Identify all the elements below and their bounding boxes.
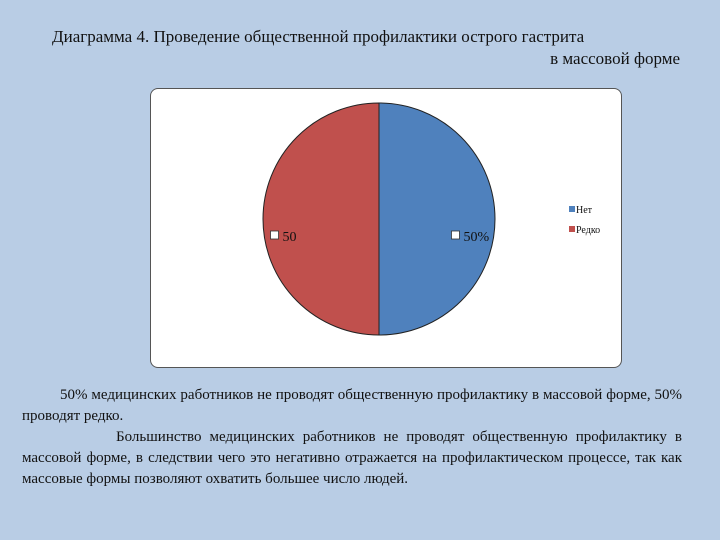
- legend-swatch-1: [569, 206, 575, 212]
- pie-chart: 50% 50 Нет Редко: [262, 102, 600, 336]
- data-label-text-1: 50%: [463, 230, 489, 245]
- legend-swatch-2: [569, 226, 575, 232]
- chart-area: 50% 50 Нет Редко: [150, 88, 622, 368]
- pie-slice-2: [262, 102, 380, 336]
- description-paragraph-2: Большинство медицинских работников не пр…: [22, 429, 682, 487]
- chart-title-line-2: в массовой форме: [550, 49, 680, 68]
- data-label-2: 50: [270, 230, 297, 245]
- legend-entry-2: Редко: [569, 225, 600, 236]
- legend-entry-1: Нет: [569, 205, 593, 216]
- chart-title-line-1: Диаграмма 4. Проведение общественной про…: [52, 27, 585, 46]
- description-paragraph-1: 50% медицинских работников не проводят о…: [22, 387, 682, 424]
- pie-slice-1: [378, 102, 496, 336]
- data-label-marker-2: [270, 230, 279, 240]
- chart-description: 50% медицинских работников не проводят о…: [22, 385, 682, 490]
- legend-label-2: Редко: [576, 225, 600, 236]
- chart-title: Диаграмма 4. Проведение общественной про…: [30, 26, 680, 70]
- data-label-marker-1: [451, 230, 460, 240]
- data-label-1: 50%: [451, 230, 489, 245]
- legend-label-1: Нет: [576, 205, 593, 216]
- data-label-text-2: 50: [283, 230, 297, 245]
